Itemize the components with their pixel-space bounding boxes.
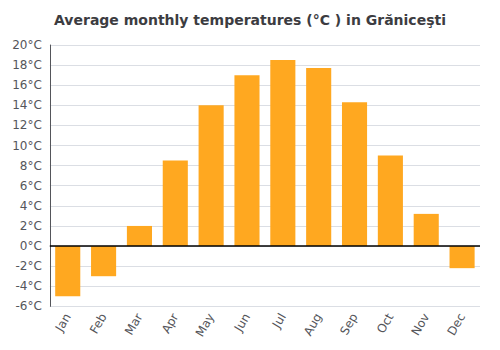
svg-text:4°C: 4°C	[20, 199, 42, 213]
svg-text:Average monthly temperatures (: Average monthly temperatures (°C ) in Gr…	[54, 12, 446, 28]
svg-text:10°C: 10°C	[12, 139, 42, 153]
svg-text:16°C: 16°C	[12, 78, 42, 92]
svg-text:Jul: Jul	[269, 311, 289, 331]
svg-text:2°C: 2°C	[20, 219, 42, 233]
svg-text:Jun: Jun	[231, 311, 253, 335]
svg-text:12°C: 12°C	[12, 118, 42, 132]
svg-text:May: May	[193, 311, 218, 339]
svg-text:Jan: Jan	[52, 311, 74, 335]
svg-text:Sep: Sep	[337, 311, 360, 338]
svg-text:6°C: 6°C	[20, 179, 42, 193]
svg-text:8°C: 8°C	[20, 159, 42, 173]
svg-text:-2°C: -2°C	[15, 259, 41, 273]
svg-text:Apr: Apr	[159, 311, 182, 336]
svg-text:Oct: Oct	[374, 311, 397, 336]
svg-text:Mar: Mar	[122, 311, 145, 338]
svg-text:-4°C: -4°C	[15, 279, 41, 293]
svg-text:Aug: Aug	[301, 311, 325, 338]
svg-text:0°C: 0°C	[20, 239, 42, 253]
svg-text:Feb: Feb	[87, 311, 110, 336]
svg-text:Nov: Nov	[408, 311, 432, 338]
svg-text:20°C: 20°C	[12, 38, 42, 52]
svg-text:Dec: Dec	[444, 311, 468, 338]
svg-text:18°C: 18°C	[12, 58, 42, 72]
svg-text:14°C: 14°C	[12, 98, 42, 112]
svg-text:-6°C: -6°C	[15, 299, 41, 313]
